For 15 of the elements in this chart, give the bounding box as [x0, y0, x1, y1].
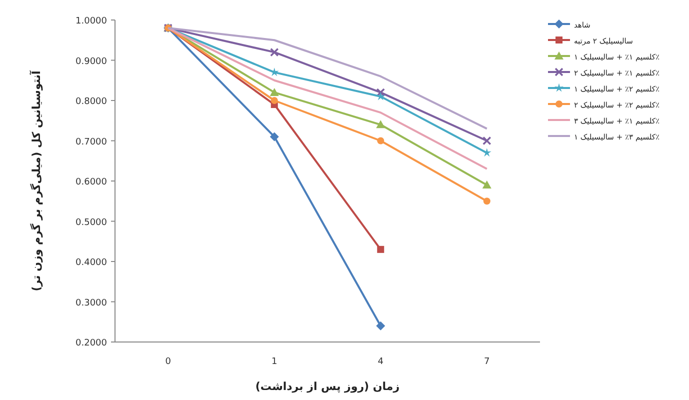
x-tick-label: 7	[484, 357, 490, 367]
y-tick-label: 0.2000	[76, 338, 108, 348]
x-axis-title: زمان (روز پس از برداشت)	[255, 380, 400, 393]
x-tick-label: 0	[165, 357, 172, 367]
y-tick-label: 0.7000	[76, 137, 108, 148]
y-tick-label: 1.0000	[76, 16, 108, 26]
y-tick-label: 0.6000	[76, 178, 108, 188]
x-tick-label: 4	[378, 357, 384, 367]
y-tick-label: 0.5000	[76, 218, 108, 228]
y-axis-title: آنتوسیانین کل (میلی‌گرم بر گرم وزن تر)	[29, 70, 43, 292]
x-tick-label: 1	[272, 357, 278, 367]
y-tick-label: 0.3000	[76, 298, 108, 308]
y-tick-label: 0.9000	[76, 56, 108, 67]
y-tick-label: 0.4000	[76, 258, 108, 268]
y-tick-label: 0.8000	[76, 97, 108, 107]
